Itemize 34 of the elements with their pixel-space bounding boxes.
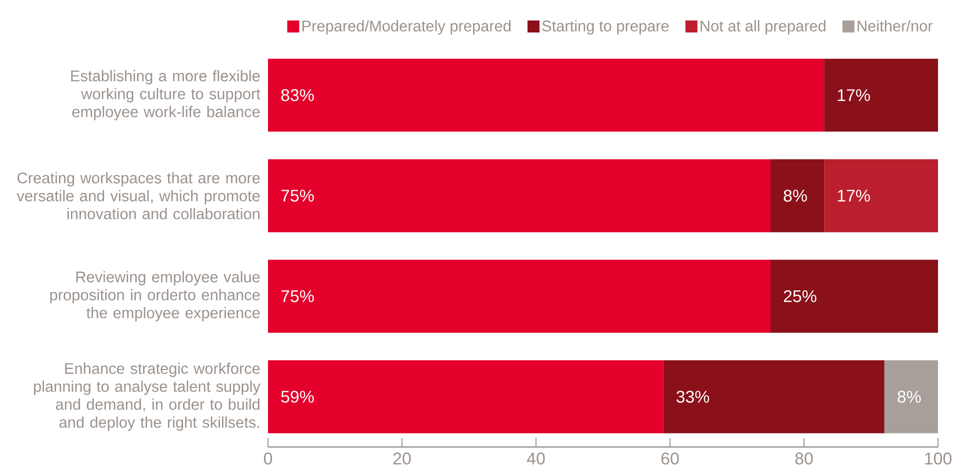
- x-tick-label: 100: [925, 452, 952, 465]
- data-label: 33%: [676, 390, 710, 403]
- bar: [663, 360, 884, 434]
- bar: [268, 159, 771, 232]
- x-tick-label: 40: [526, 452, 545, 465]
- bar: [824, 159, 938, 232]
- legend-label: Not at all prepared: [700, 20, 826, 35]
- x-tick-label: 20: [393, 452, 411, 465]
- data-label: 8%: [784, 190, 807, 202]
- bar: [268, 360, 664, 434]
- bar: [770, 260, 938, 333]
- bar: [824, 58, 938, 132]
- data-label: 75%: [281, 190, 314, 202]
- data-label: 8%: [898, 390, 921, 403]
- data-label: 83%: [281, 89, 314, 102]
- data-label: 17%: [838, 89, 870, 102]
- legend-label: Prepared/Moderately prepared: [302, 20, 510, 35]
- x-tick-label: 60: [661, 452, 679, 465]
- y-tick-label: Enhance strategic workforce planning to analyse talent supply and demand, in order to build and deploy the right skillsets.: [34, 362, 260, 431]
- bar: [770, 159, 824, 232]
- data-label: 59%: [281, 390, 314, 403]
- bar: [268, 260, 771, 333]
- legend-label: Neither/nor: [858, 20, 933, 32]
- x-tick-label: 80: [795, 452, 813, 465]
- x-tick-label: 0: [264, 452, 272, 465]
- bar: [268, 58, 824, 132]
- y-tick-label: Establishing a more flexible working culture to support employee work-life balance: [71, 70, 260, 120]
- data-label: 75%: [281, 290, 314, 302]
- y-tick-label: Creating workspaces that are more versatile and visual, which promote innovation and collaboration: [16, 172, 260, 220]
- legend-label: Starting to prepare: [542, 20, 669, 35]
- y-tick-label: Reviewing employee value proposition in orderto enhance the employee experience: [50, 271, 260, 322]
- bar: [884, 360, 938, 434]
- data-label: 25%: [784, 290, 816, 302]
- data-label: 17%: [838, 190, 870, 202]
